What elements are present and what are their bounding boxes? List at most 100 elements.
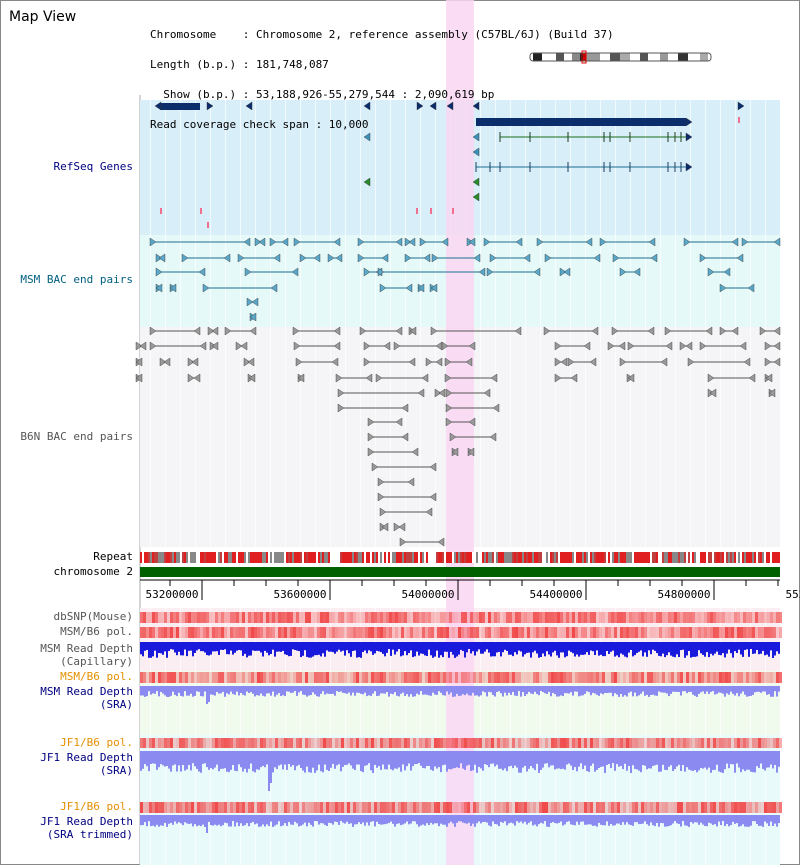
jf1-trim-depth-bar bbox=[718, 815, 720, 822]
track-label-b6n-bac[interactable]: B6N BAC end pairs bbox=[20, 430, 133, 443]
msm-b6-pol-2-strip bbox=[599, 672, 602, 683]
msm-b6-pol-strip bbox=[683, 627, 686, 638]
track-label-refseq[interactable]: RefSeq Genes bbox=[53, 160, 133, 173]
jf1-sra-depth-bar bbox=[684, 751, 686, 772]
jf1-sra-depth-bar bbox=[266, 751, 268, 765]
jf1-b6-pol-strip bbox=[296, 738, 299, 748]
msm-b6-pol-strip bbox=[368, 627, 371, 638]
b6n-bac-end-pair bbox=[149, 326, 157, 336]
jf1-trim-depth-bar bbox=[548, 815, 550, 827]
jf1-b6-pol-2-strip bbox=[713, 802, 716, 813]
jf1-sra-depth-bar bbox=[694, 751, 696, 770]
msm-capillary-depth-bar bbox=[640, 642, 642, 651]
msm-b6-pol-2-strip bbox=[176, 672, 179, 683]
jf1-trim-depth-bar bbox=[394, 815, 396, 827]
repeat-segment bbox=[170, 552, 172, 563]
b6n-bac-end-pair bbox=[445, 417, 453, 427]
jf1-sra-depth-bar bbox=[722, 751, 724, 773]
jf1-b6-pol-strip bbox=[746, 738, 749, 748]
msm-b6-pol-strip bbox=[698, 627, 701, 638]
jf1-sra-depth-bar bbox=[276, 751, 278, 769]
jf1-trim-depth-bar bbox=[680, 815, 682, 827]
track-label-msm-bac[interactable]: MSM BAC end pairs bbox=[20, 273, 133, 286]
msm-b6-pol-2-strip bbox=[230, 672, 233, 683]
msm-capillary-depth-bar bbox=[504, 642, 506, 650]
msm-b6-pol-strip bbox=[329, 627, 332, 638]
repeat-segment bbox=[212, 552, 214, 563]
msm-capillary-depth-bar bbox=[342, 642, 344, 651]
jf1-sra-depth-bar bbox=[628, 751, 630, 766]
jf1-trim-depth-bar bbox=[316, 815, 318, 822]
dbsnp-strip bbox=[395, 612, 398, 623]
jf1-trim-depth-bar bbox=[748, 815, 750, 827]
jf1-trim-depth-bar bbox=[170, 815, 172, 823]
repeat-segment bbox=[360, 552, 362, 563]
dbsnp-strip bbox=[614, 612, 617, 623]
b6n-bac-end-pair bbox=[685, 341, 693, 351]
jf1-sra-depth-bar bbox=[726, 751, 728, 764]
repeat-segment bbox=[682, 552, 684, 563]
jf1-trim-depth-bar bbox=[552, 815, 554, 822]
jf1-trim-depth-bar bbox=[166, 815, 168, 827]
track-label-msm-b6-pol: MSM/B6 pol. bbox=[60, 625, 133, 638]
msm-sra-depth-bar bbox=[642, 686, 644, 692]
jf1-sra-depth-bar bbox=[586, 751, 588, 771]
msm-sra-depth-bar bbox=[344, 686, 346, 694]
dbsnp-strip bbox=[533, 612, 536, 623]
jf1-b6-pol-2-strip bbox=[377, 802, 380, 813]
msm-capillary-depth-bar bbox=[414, 642, 416, 657]
jf1-b6-pol-2-strip bbox=[176, 802, 179, 813]
msm-sra-depth-bar bbox=[636, 686, 638, 697]
jf1-b6-pol-strip bbox=[662, 738, 665, 748]
b6n-bac-end-pair bbox=[367, 432, 375, 442]
jf1-b6-pol-2-strip bbox=[461, 802, 464, 813]
jf1-trim-depth-bar bbox=[514, 815, 516, 826]
msm-capillary-depth-bar bbox=[226, 642, 228, 655]
msm-b6-pol-2-strip bbox=[752, 672, 755, 683]
repeat-segment bbox=[326, 552, 328, 563]
msm-sra-depth-bar bbox=[188, 686, 190, 696]
jf1-sra-depth-bar bbox=[734, 751, 736, 773]
jf1-trim-depth-bar bbox=[420, 815, 422, 826]
dbsnp-strip bbox=[143, 612, 146, 623]
msm-capillary-depth-bar bbox=[514, 642, 516, 653]
jf1-sra-depth-bar bbox=[550, 751, 552, 766]
dbsnp-strip bbox=[227, 612, 230, 623]
jf1-sra-depth-bar bbox=[516, 751, 518, 768]
jf1-sra-depth-bar bbox=[540, 751, 542, 770]
jf1-sra-depth-bar bbox=[632, 751, 634, 766]
jf1-b6-pol-strip bbox=[359, 738, 362, 748]
jf1-b6-pol-2-strip bbox=[422, 802, 425, 813]
msm-b6-pol-strip bbox=[704, 627, 707, 638]
msm-capillary-depth-bar bbox=[160, 642, 162, 654]
b6n-bac-end-pair bbox=[247, 357, 255, 367]
gene-strand-arrow bbox=[685, 117, 693, 127]
dbsnp-strip bbox=[230, 612, 233, 623]
jf1-trim-depth-bar bbox=[770, 815, 772, 822]
jf1-sra-depth-bar bbox=[162, 751, 164, 766]
jf1-sra-depth-bar bbox=[190, 751, 192, 771]
repeat-segment bbox=[222, 552, 224, 563]
jf1-sra-depth-bar bbox=[370, 751, 372, 771]
msm-sra-depth-bar bbox=[572, 686, 574, 696]
jf1-trim-depth-bar bbox=[490, 815, 492, 827]
jf1-sra-depth-bar bbox=[210, 751, 212, 769]
repeat-segment bbox=[448, 552, 450, 563]
jf1-trim-depth-bar bbox=[626, 815, 628, 823]
msm-b6-pol-2-strip bbox=[140, 672, 143, 683]
jf1-trim-depth-bar bbox=[754, 815, 756, 822]
repeat-segment bbox=[260, 552, 262, 563]
msm-bac-end-pair bbox=[357, 253, 365, 263]
jf1-sra-depth-bar bbox=[466, 751, 468, 766]
jf1-trim-depth-bar bbox=[516, 815, 518, 822]
msm-b6-pol-strip bbox=[617, 627, 620, 638]
jf1-b6-pol-2-strip bbox=[530, 802, 533, 813]
jf1-b6-pol-strip bbox=[449, 738, 452, 748]
repeat-segment bbox=[396, 552, 398, 563]
msm-b6-pol-strip bbox=[635, 627, 638, 638]
jf1-sra-depth-bar bbox=[522, 751, 524, 768]
msm-sra-depth-bar bbox=[748, 686, 750, 697]
msm-sra-depth-bar bbox=[430, 686, 432, 696]
jf1-sra-depth-bar bbox=[406, 751, 408, 767]
